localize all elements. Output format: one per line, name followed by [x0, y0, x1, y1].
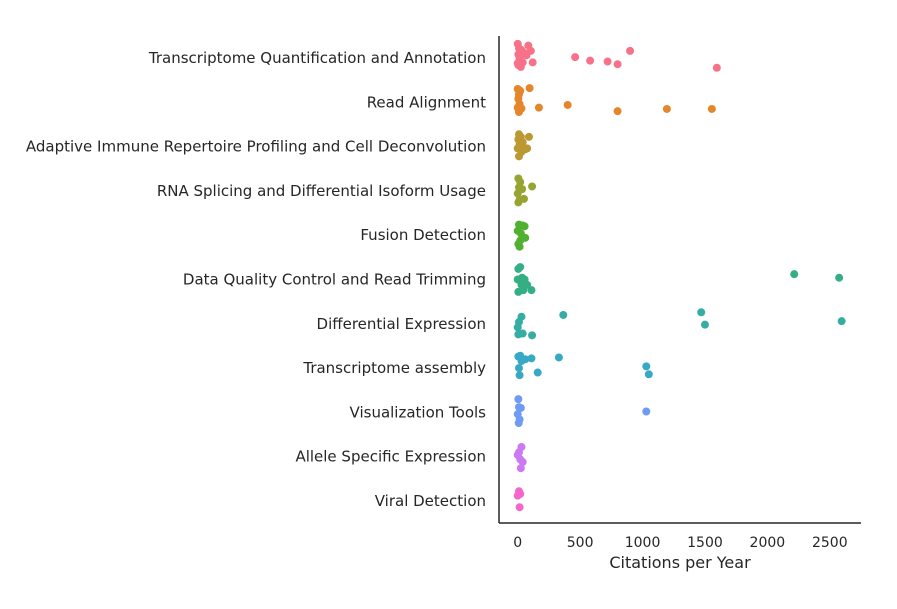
- data-point: [790, 270, 799, 279]
- data-point: [528, 58, 537, 67]
- data-points: [513, 39, 846, 512]
- data-point: [524, 132, 533, 141]
- data-point: [513, 59, 522, 68]
- data-point: [514, 264, 523, 273]
- data-point: [528, 182, 537, 191]
- data-point: [571, 53, 580, 62]
- data-point: [514, 108, 523, 117]
- data-point: [533, 368, 542, 377]
- x-tick-label: 1000: [625, 535, 661, 551]
- data-point: [515, 242, 524, 251]
- data-point: [554, 353, 563, 362]
- data-point: [644, 370, 653, 379]
- category-label: Fusion Detection: [360, 226, 486, 244]
- data-point: [559, 310, 568, 319]
- data-point: [516, 464, 525, 473]
- category-label: Data Quality Control and Read Trimming: [183, 271, 486, 289]
- x-tick-label: 1500: [687, 535, 723, 551]
- data-point: [613, 107, 622, 116]
- category-label: Transcriptome assembly: [302, 359, 486, 377]
- category-label: Read Alignment: [367, 93, 486, 111]
- category-label: Allele Specific Expression: [295, 448, 486, 466]
- data-point: [626, 46, 635, 55]
- x-tick-label: 2500: [812, 535, 848, 551]
- data-point: [514, 419, 523, 428]
- category-label: Viral Detection: [375, 492, 486, 510]
- data-point: [514, 330, 523, 339]
- x-tick-label: 2000: [750, 535, 786, 551]
- data-point: [514, 395, 523, 404]
- data-point: [700, 320, 709, 329]
- data-point: [513, 189, 522, 198]
- data-point: [642, 362, 651, 371]
- data-point: [525, 84, 534, 93]
- data-point: [514, 152, 523, 161]
- data-point: [642, 407, 651, 416]
- data-point: [835, 273, 844, 282]
- data-point: [518, 458, 527, 467]
- data-point: [515, 371, 524, 380]
- data-point: [534, 103, 543, 112]
- data-point: [527, 286, 536, 295]
- category-label: Transcriptome Quantification and Annotat…: [148, 49, 486, 67]
- data-point: [516, 403, 525, 412]
- data-point: [712, 63, 721, 72]
- data-point: [603, 57, 612, 66]
- x-axis-title: Citations per Year: [609, 553, 751, 572]
- data-point: [697, 308, 706, 317]
- data-point: [837, 317, 846, 326]
- data-point: [519, 286, 528, 295]
- data-point: [586, 56, 595, 65]
- category-label: Differential Expression: [317, 315, 486, 333]
- data-point: [522, 51, 531, 60]
- data-point: [520, 222, 529, 231]
- data-point: [563, 100, 572, 109]
- data-point: [613, 60, 622, 69]
- category-labels: Transcriptome Quantification and Annotat…: [26, 49, 486, 510]
- x-tick-label: 500: [567, 535, 594, 551]
- data-point: [662, 104, 671, 113]
- data-point: [528, 331, 537, 340]
- x-tick-label: 0: [513, 535, 522, 551]
- data-point: [514, 364, 523, 373]
- data-point: [517, 357, 526, 366]
- data-point: [515, 503, 524, 512]
- data-point: [707, 104, 716, 113]
- category-label: RNA Splicing and Differential Isoform Us…: [157, 182, 486, 200]
- category-label: Visualization Tools: [350, 403, 487, 421]
- data-point: [513, 491, 522, 500]
- x-tick-labels: 0 500 1000 1500 2000 2500: [513, 535, 847, 551]
- data-point: [527, 354, 536, 363]
- data-point: [514, 198, 523, 207]
- data-point: [513, 323, 522, 332]
- category-label: Adaptive Immune Repertoire Profiling and…: [26, 138, 486, 156]
